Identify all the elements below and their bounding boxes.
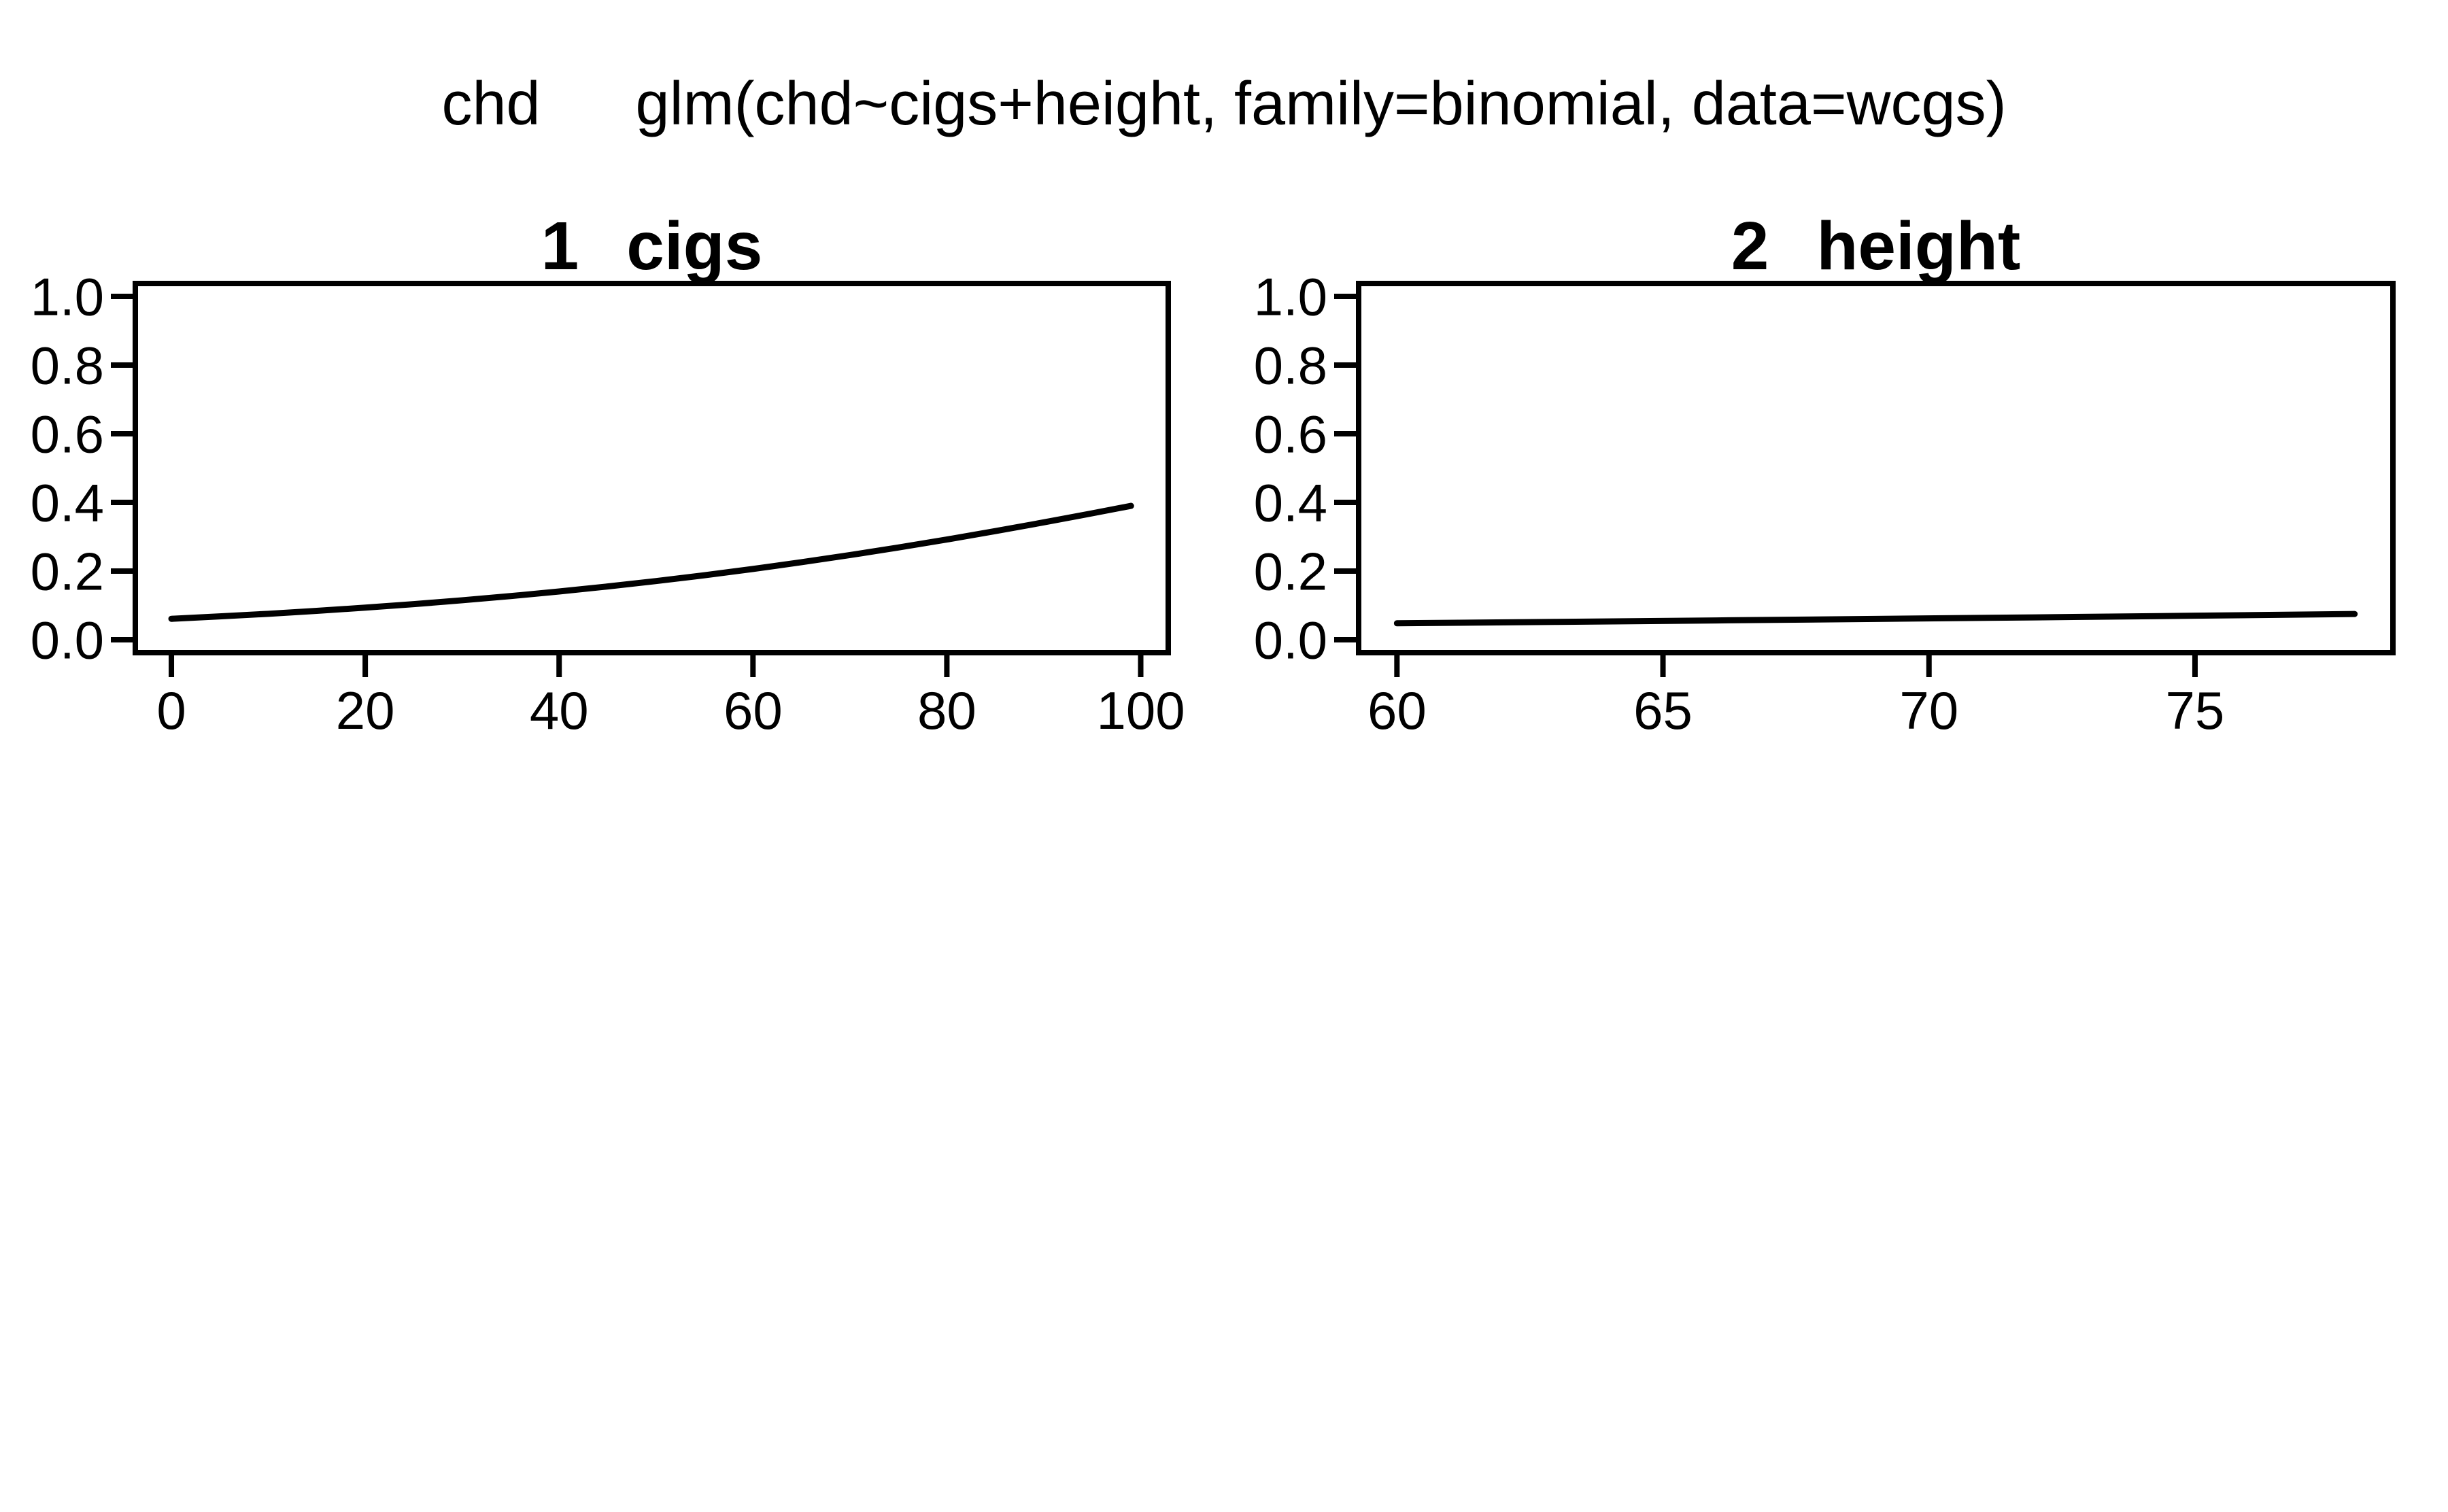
x-tick-label: 75 — [2166, 681, 2225, 740]
x-tick-label: 100 — [1096, 681, 1185, 740]
y-tick-label: 0.8 — [1254, 335, 1327, 395]
panel-1-variable: cigs — [626, 208, 763, 284]
x-tick-label: 80 — [917, 681, 976, 740]
y-tick-label: 0.6 — [1254, 404, 1327, 464]
y-tick-label: 0.0 — [31, 610, 104, 670]
y-tick-label: 0.8 — [31, 335, 104, 395]
panel-2-number: 2 — [1731, 208, 1769, 284]
x-tick-label: 60 — [1367, 681, 1427, 740]
x-tick-label: 65 — [1633, 681, 1693, 740]
prediction-curve — [1393, 611, 2358, 627]
y-tick-label: 0.4 — [31, 472, 104, 532]
panel-1-title: 1 cigs — [135, 211, 1168, 281]
plot-box — [1356, 281, 2396, 655]
y-tick-label: 1.0 — [31, 267, 104, 326]
x-tick-label: 0 — [156, 681, 186, 740]
y-tick-label: 0.0 — [1254, 610, 1327, 670]
main-title: chd glm(chd~cigs+height, family=binomial… — [0, 72, 2448, 136]
prediction-curve — [168, 502, 1134, 622]
y-tick-label: 0.6 — [31, 404, 104, 464]
y-tick-label: 0.2 — [1254, 541, 1327, 601]
x-tick-label: 60 — [724, 681, 783, 740]
x-tick-label: 40 — [530, 681, 589, 740]
response-name: chd — [441, 70, 541, 138]
x-tick-label: 20 — [336, 681, 395, 740]
panel-2-title: 2 height — [1359, 211, 2393, 281]
plot-box — [133, 281, 1171, 655]
panel-1-number: 1 — [541, 208, 579, 284]
model-call: glm(chd~cigs+height, family=binomial, da… — [635, 70, 2007, 138]
panel-2-variable: height — [1816, 208, 2021, 284]
panel-1-cigs-plot: 0 20 40 60 80 100 0.0 0.2 0.4 0.6 0.8 1.0 — [31, 267, 1185, 740]
y-tick-label: 0.4 — [1254, 472, 1327, 532]
panel-2-height-plot: 60 65 70 75 0.0 0.2 0.4 0.6 0.8 1.0 — [1254, 267, 2396, 740]
x-tick-label: 70 — [1899, 681, 1958, 740]
y-tick-label: 0.2 — [31, 541, 104, 601]
y-tick-label: 1.0 — [1254, 267, 1327, 326]
